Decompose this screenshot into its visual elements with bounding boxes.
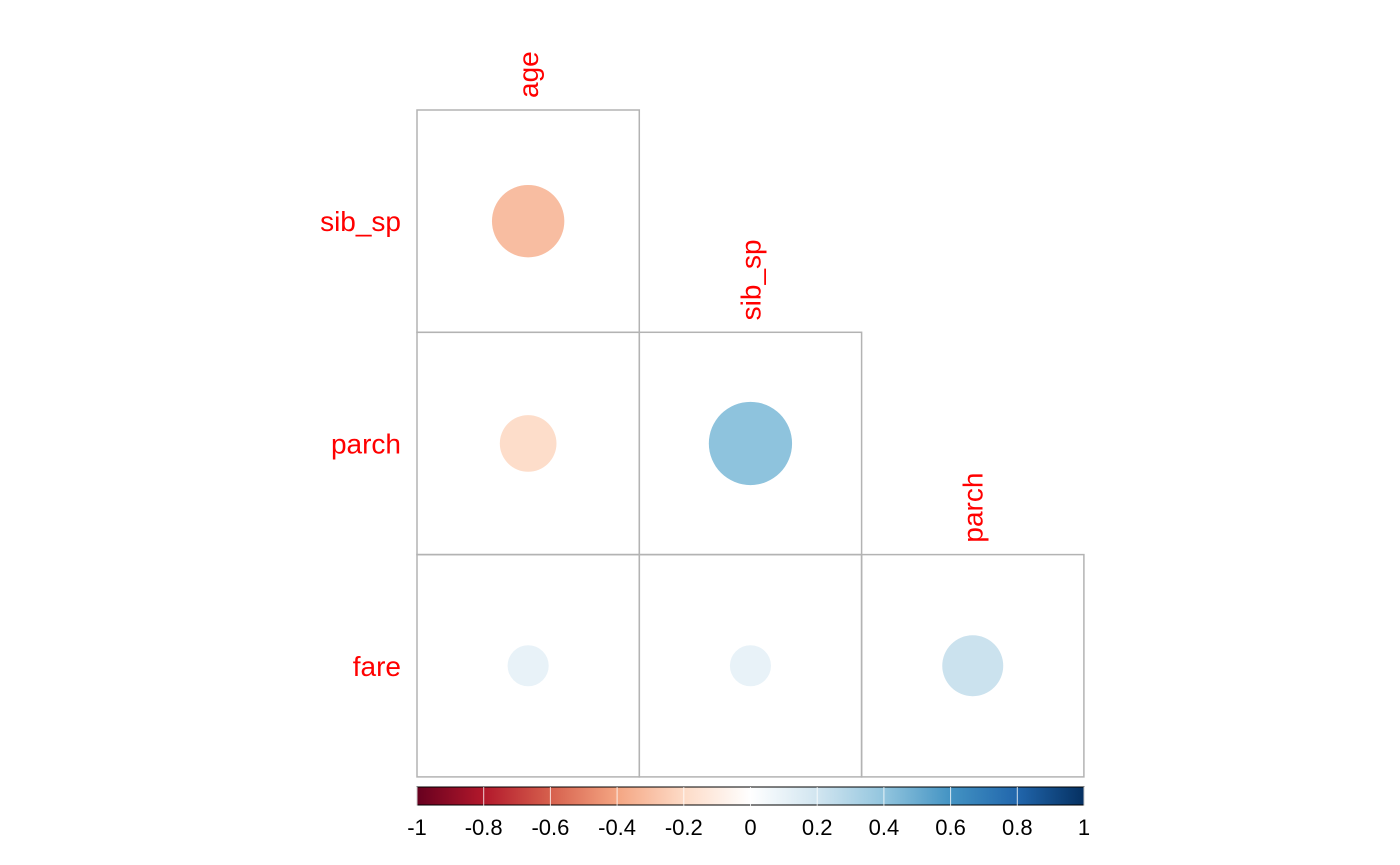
colorbar-tick-label: -0.2	[665, 815, 703, 840]
colorbar-tick-label: -0.8	[465, 815, 503, 840]
colorbar: -1 -0.8 -0.6 -0.4 -0.2 0 0.2 0.4 0.6 0.8 1	[407, 786, 1090, 840]
colorbar-tick-label: 0	[744, 815, 756, 840]
column-label-sib_sp: sib_sp	[735, 239, 766, 320]
corr-circle-sib_sp-age	[491, 184, 565, 258]
colorbar-tick-label: -1	[407, 815, 427, 840]
column-label-age: age	[513, 51, 544, 98]
colorbar-tick-label: 0.8	[1002, 815, 1033, 840]
colorbar-tick-label: -0.6	[531, 815, 569, 840]
correlation-grid	[416, 109, 1085, 778]
corr-circle-parch-sib_sp	[708, 401, 793, 486]
corr-circle-fare-age	[507, 645, 549, 687]
row-label-fare: fare	[353, 651, 401, 682]
colorbar-tick-label: 0.4	[869, 815, 900, 840]
colorbar-tick-label: 0.2	[802, 815, 833, 840]
corr-circle-fare-parch	[942, 635, 1004, 697]
corr-circle-parch-age	[499, 415, 557, 472]
corr-circle-fare-sib_sp	[729, 645, 772, 687]
row-label-parch: parch	[331, 428, 401, 459]
column-label-parch: parch	[958, 473, 989, 543]
colorbar-tick-label: 0.6	[935, 815, 966, 840]
colorbar-tick-label: -0.4	[598, 815, 636, 840]
colorbar-tick-label: 1	[1078, 815, 1090, 840]
cell-fare-parch	[860, 553, 1085, 778]
row-label-sib_sp: sib_sp	[320, 206, 401, 237]
